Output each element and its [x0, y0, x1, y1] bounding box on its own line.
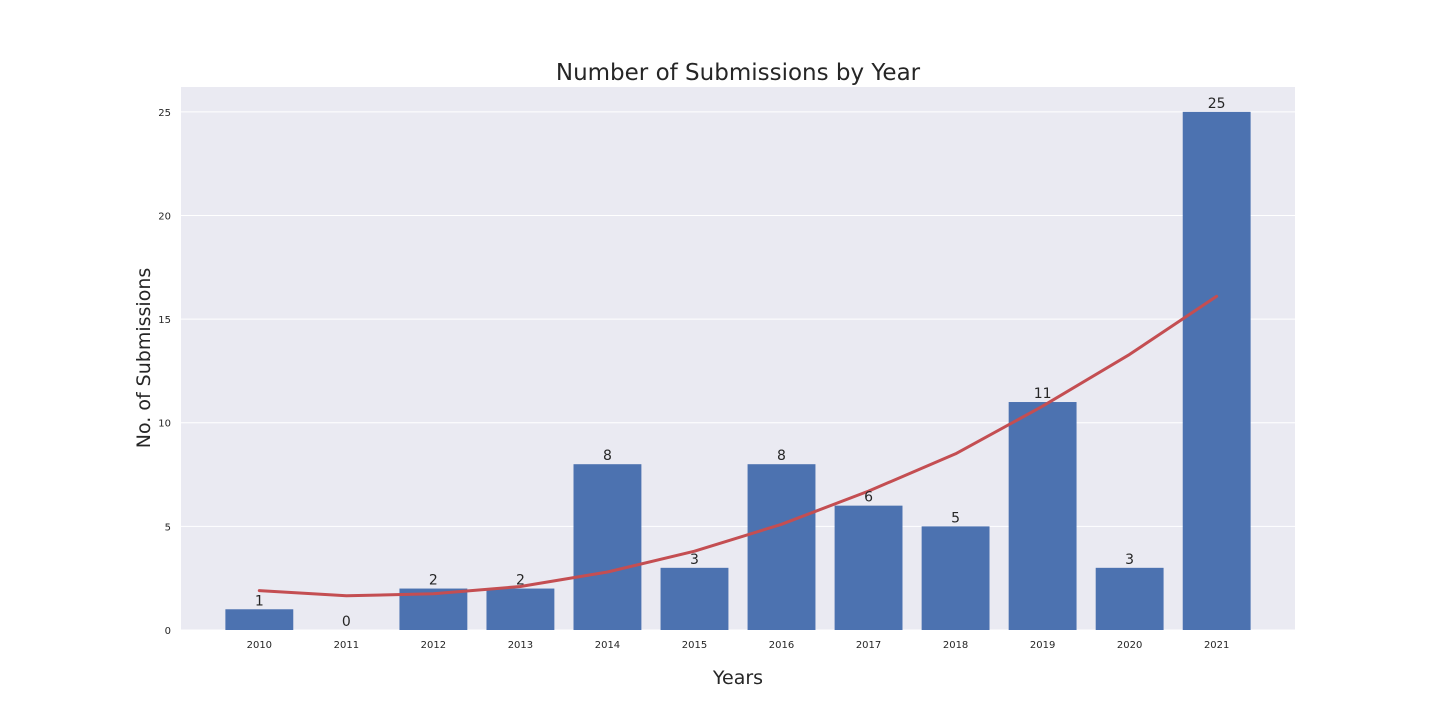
bar — [747, 464, 816, 630]
plot-area — [181, 87, 1295, 630]
x-tick-label: 2021 — [1204, 640, 1229, 651]
data-labels: 1 0 2 2 8 3 8 6 5 11 3 25 — [255, 96, 1226, 630]
y-tick-labels: 0 5 10 15 20 25 — [158, 108, 171, 637]
bars — [225, 111, 1251, 630]
bar — [573, 464, 642, 630]
y-tick-label: 25 — [158, 108, 171, 119]
x-tick-label: 2017 — [856, 640, 881, 651]
data-label: 25 — [1208, 96, 1226, 112]
y-tick-label: 10 — [158, 419, 171, 430]
y-tick-label: 5 — [165, 522, 171, 533]
data-label: 3 — [690, 552, 699, 568]
bar — [834, 505, 903, 630]
x-tick-label: 2019 — [1030, 640, 1055, 651]
data-label: 2 — [429, 573, 438, 589]
x-axis-label: Years — [712, 667, 763, 689]
x-tick-label: 2010 — [247, 640, 272, 651]
y-tick-label: 20 — [158, 211, 171, 222]
x-tick-label: 2014 — [595, 640, 620, 651]
bar — [1008, 402, 1077, 630]
y-axis-label: No. of Submissions — [133, 268, 155, 449]
x-tick-label: 2011 — [334, 640, 359, 651]
data-label: 0 — [342, 614, 351, 630]
x-tick-label: 2012 — [421, 640, 446, 651]
data-label: 11 — [1034, 386, 1052, 402]
data-label: 3 — [1125, 552, 1134, 568]
x-tick-label: 2015 — [682, 640, 707, 651]
bar — [660, 567, 729, 630]
chart-title: Number of Submissions by Year — [556, 60, 921, 86]
x-tick-labels: 2010 2011 2012 2013 2014 2015 2016 2017 2018 2019… — [247, 640, 1230, 651]
data-label: 2 — [516, 573, 525, 589]
trend-line — [257, 294, 1219, 598]
x-tick-label: 2016 — [769, 640, 794, 651]
bar — [225, 609, 294, 630]
x-tick-label: 2018 — [943, 640, 968, 651]
data-label: 6 — [864, 490, 873, 506]
bar — [921, 526, 990, 630]
bar — [486, 588, 555, 630]
x-tick-label: 2013 — [508, 640, 533, 651]
data-label: 8 — [777, 448, 786, 464]
y-tick-label: 15 — [158, 315, 171, 326]
bar — [1182, 111, 1251, 630]
y-tick-label: 0 — [165, 626, 171, 637]
x-tick-label: 2020 — [1117, 640, 1142, 651]
data-label: 8 — [603, 448, 612, 464]
bar — [1095, 567, 1164, 630]
data-label: 1 — [255, 593, 264, 609]
data-label: 5 — [951, 510, 960, 526]
